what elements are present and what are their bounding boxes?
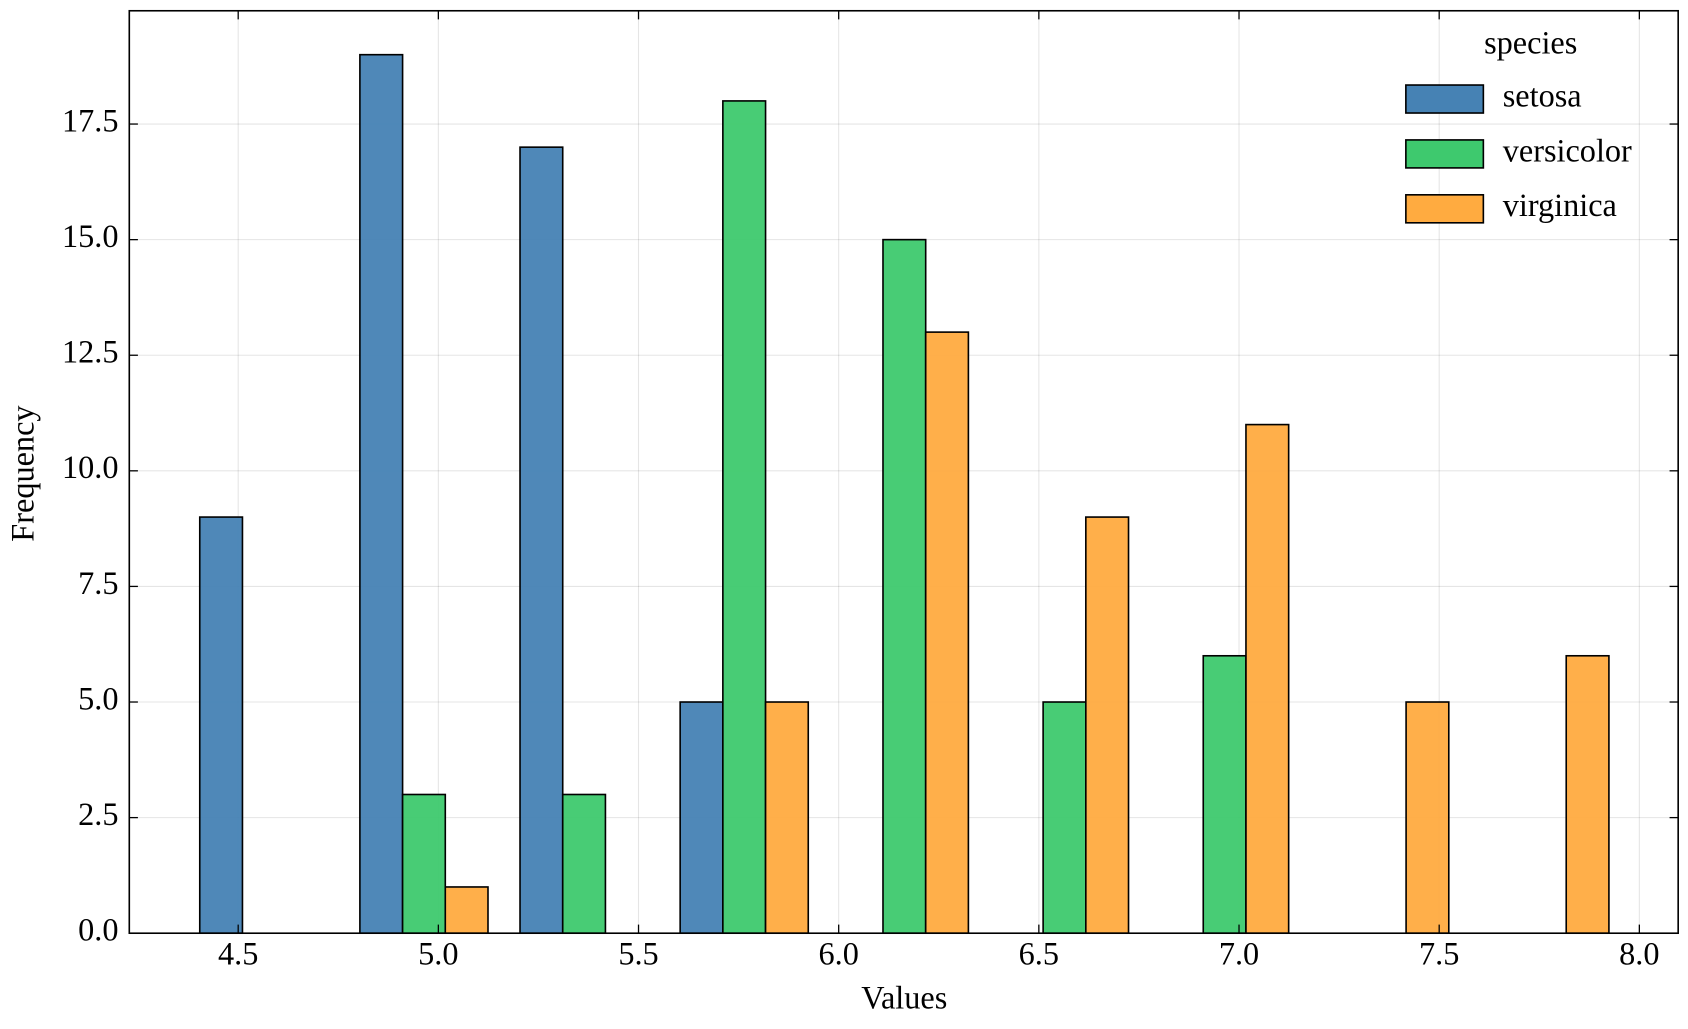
bar [401, 793, 447, 935]
bar [924, 331, 970, 935]
bar [764, 701, 810, 935]
bar [561, 793, 607, 935]
x-tick-label: 7.5 [1419, 935, 1459, 971]
bar [519, 146, 564, 935]
y-tick-label: 5.0 [78, 680, 118, 716]
x-tick-label: 6.0 [819, 935, 859, 971]
x-tick-label: 7.0 [1219, 935, 1259, 971]
legend-swatch [1405, 139, 1485, 169]
y-tick-label: 7.5 [78, 565, 118, 601]
y-tick-label: 10.0 [62, 449, 119, 485]
plot-frame [128, 9, 1679, 935]
bars [198, 53, 1610, 935]
x-tick-label: 8.0 [1619, 935, 1659, 971]
x-tick-label: 4.5 [218, 935, 258, 971]
y-tick-label: 2.5 [78, 796, 118, 832]
x-axis-label: Values [861, 979, 947, 1015]
bar [722, 100, 767, 935]
bar [1565, 654, 1610, 935]
bar [1042, 701, 1087, 935]
bar [679, 701, 724, 935]
y-tick-label: 17.5 [62, 102, 119, 138]
legend-swatch [1405, 84, 1485, 114]
bar [359, 53, 404, 935]
legend-label: versicolor [1503, 132, 1632, 168]
bar [1245, 423, 1290, 935]
legend-label: setosa [1503, 77, 1582, 113]
legend-title: species [1484, 25, 1577, 61]
y-tick-label: 15.0 [62, 218, 119, 254]
bar [444, 886, 489, 935]
legend-label: virginica [1503, 187, 1617, 223]
bar [198, 516, 244, 935]
x-tick-label: 6.5 [1019, 935, 1059, 971]
bar [882, 238, 927, 935]
y-tick-label: 12.5 [62, 334, 119, 370]
y-axis-label: Frequency [4, 405, 40, 542]
bar [1202, 654, 1247, 935]
legend-swatch [1405, 194, 1485, 224]
x-tick-label: 5.5 [618, 935, 658, 971]
x-tick-label: 5.0 [418, 935, 458, 971]
bar [1085, 516, 1130, 935]
bar [1405, 701, 1450, 935]
y-tick-label: 0.0 [78, 912, 118, 948]
